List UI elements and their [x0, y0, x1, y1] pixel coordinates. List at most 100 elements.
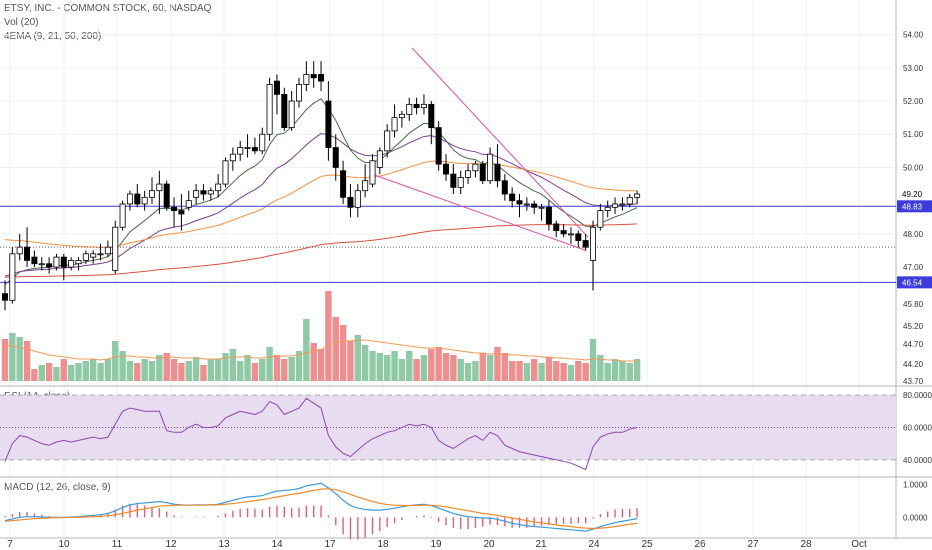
ema-21-line: [4, 133, 638, 277]
volume-bar: [148, 361, 156, 381]
macd-legend: MACD (12, 26, close, 9): [4, 482, 111, 493]
volume-bar: [567, 365, 575, 381]
volume-bar: [251, 363, 259, 381]
volume-bar: [376, 353, 384, 381]
y-tick-label: 52.00: [903, 97, 924, 106]
volume-bar: [391, 351, 398, 381]
candle-body: [347, 196, 354, 208]
candle-body: [112, 226, 119, 271]
candle-body: [340, 170, 347, 198]
volume-bar: [222, 353, 229, 381]
candle-body: [273, 80, 280, 95]
volume-bar: [538, 363, 545, 381]
x-tick-label: 28: [800, 539, 812, 550]
rsi-y-tick-label: 40.0000: [903, 456, 932, 465]
candle-body: [604, 206, 611, 212]
ema-legend: 4EMA (9, 21, 50, 200): [4, 31, 102, 42]
candle-body: [200, 190, 207, 195]
candle-body: [90, 253, 97, 258]
volume-bar: [119, 351, 126, 381]
x-tick-label: 20: [483, 539, 495, 550]
volume-bar: [398, 359, 406, 381]
symbol-title: ETSY, INC. - COMMON STOCK, 60, NASDAQ: [4, 3, 212, 14]
candle-body: [318, 74, 325, 82]
candle-body: [494, 163, 501, 182]
volume-bar: [281, 359, 288, 381]
ema-200-line: [4, 223, 638, 278]
candle-body: [281, 93, 288, 128]
volume-bar: [553, 361, 560, 381]
candle-body: [465, 170, 472, 178]
candle-body: [501, 180, 508, 195]
candle-body: [288, 100, 295, 128]
volume-bar: [545, 357, 553, 381]
volume-bar: [75, 363, 82, 381]
rsi-y-tick-label: 60.0000: [903, 423, 932, 432]
candle-body: [619, 203, 626, 206]
volume-bar: [31, 369, 38, 381]
candle-body: [406, 103, 413, 115]
x-tick-label: 13: [218, 539, 230, 550]
volume-scale-label: 45.80: [903, 300, 924, 309]
volume-bar: [156, 355, 163, 381]
volume-bar: [464, 363, 472, 381]
volume-bar: [38, 365, 45, 381]
volume-bar: [442, 353, 450, 381]
x-tick-label: Oct: [851, 539, 867, 550]
candle-body: [590, 226, 597, 261]
volume-bar: [369, 351, 376, 381]
candle-body: [376, 150, 383, 168]
volume-bar: [237, 361, 244, 381]
axes: 7 10 11 12 13 14 17 18 19 20 21 24 25 26 27 28 Oct 54.00 5…: [7, 31, 932, 550]
volume-bar: [501, 353, 508, 381]
candle-body: [354, 190, 361, 208]
candle-body: [362, 180, 369, 192]
volume-bar: [354, 335, 361, 381]
volume-bar: [582, 363, 589, 381]
candle-body: [141, 196, 148, 205]
volume-bar: [420, 355, 428, 381]
y-tick-label: 50.00: [903, 163, 924, 172]
candle-body: [626, 196, 633, 205]
candle-body: [538, 206, 545, 209]
volume-bar: [560, 363, 567, 381]
volume-bar: [141, 359, 148, 381]
candle-body: [171, 206, 178, 212]
volume-bar: [192, 357, 200, 381]
candle-body: [68, 260, 75, 268]
candle-body: [553, 223, 560, 231]
volume-bar: [185, 361, 192, 381]
candle-body: [420, 103, 427, 109]
candle-body: [97, 253, 104, 256]
volume-bar: [178, 363, 185, 381]
price-legend: ETSY, INC. - COMMON STOCK, 60, NASDAQ Vo…: [4, 2, 211, 44]
candle-body: [582, 240, 589, 248]
volume-bar: [67, 365, 75, 381]
volume-bar: [23, 341, 31, 381]
candle-body: [634, 193, 641, 198]
volume-scale-label: 44.70: [903, 340, 924, 349]
candle-body: [325, 100, 332, 148]
candle-body: [472, 163, 479, 172]
signal-line: [4, 488, 638, 530]
x-tick-label: 24: [588, 539, 600, 550]
volume-bar: [531, 359, 538, 381]
candle-body: [237, 147, 244, 155]
y-tick-label: 51.00: [903, 130, 924, 139]
volume-bar: [273, 355, 281, 381]
x-tick-label: 7: [7, 539, 13, 550]
y-tick-label: 48.00: [903, 230, 924, 239]
candle-body: [31, 256, 38, 265]
volume-bar: [126, 361, 134, 381]
candle-body: [450, 173, 457, 188]
price-level-tag: [897, 276, 932, 289]
rsi-y-tick-label: 80.0000: [903, 391, 932, 400]
volume-bar: [406, 351, 413, 381]
volume-scale-label: 43.70: [903, 377, 924, 386]
volume-bar: [303, 319, 310, 381]
candle-body: [369, 160, 376, 185]
x-tick-label: 12: [165, 539, 177, 550]
lower-trend-line: [371, 173, 587, 251]
x-tick-label: 19: [430, 539, 442, 550]
